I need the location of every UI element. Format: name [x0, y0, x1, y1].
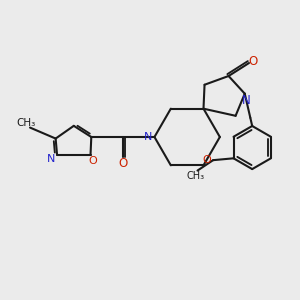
Text: CH₃: CH₃	[16, 118, 35, 128]
Text: O: O	[202, 155, 211, 165]
Text: N: N	[144, 132, 152, 142]
Text: N: N	[242, 94, 251, 107]
Text: O: O	[88, 156, 97, 166]
Text: O: O	[118, 157, 128, 170]
Text: O: O	[249, 55, 258, 68]
Text: N: N	[46, 154, 55, 164]
Text: CH₃: CH₃	[187, 171, 205, 181]
